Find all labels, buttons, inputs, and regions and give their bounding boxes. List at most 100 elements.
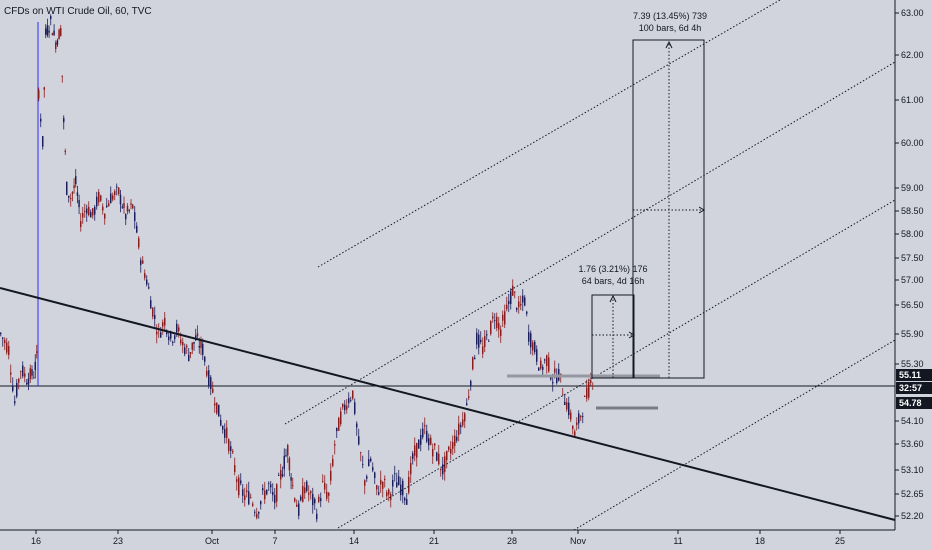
candle-body: [156, 331, 158, 335]
candle-body: [334, 444, 336, 446]
candle-body: [542, 366, 544, 370]
candle-body: [123, 203, 125, 208]
candle-body: [90, 212, 92, 218]
candle-body: [184, 347, 186, 355]
price-label-box: [896, 397, 932, 409]
candle-body: [26, 382, 28, 385]
candle-body: [414, 445, 416, 456]
candle-body: [281, 474, 284, 477]
candle-body: [60, 27, 62, 36]
candle-body: [392, 480, 394, 487]
candle-body: [384, 479, 386, 480]
candle-body: [218, 404, 220, 417]
candle-body: [336, 427, 338, 432]
candle-body: [528, 332, 530, 342]
candle-body: [522, 295, 524, 303]
candle-body: [452, 441, 454, 449]
candle-body: [125, 214, 127, 220]
candle-body: [118, 187, 120, 195]
candle-body: [64, 150, 66, 153]
y-tick-label: 52.65: [901, 489, 924, 499]
x-tick-label: 23: [113, 536, 123, 546]
y-tick-label: 63.00: [901, 8, 924, 18]
candle-body: [212, 388, 214, 393]
candle-body: [338, 417, 340, 431]
candle-body: [186, 345, 188, 348]
candle-body: [400, 484, 402, 496]
candle-body: [278, 475, 280, 476]
candle-body: [40, 118, 42, 122]
candle-body: [582, 416, 584, 417]
candle-body: [288, 458, 291, 471]
candle-body: [566, 402, 568, 410]
candle-body: [520, 303, 522, 306]
candle-body: [554, 368, 556, 373]
candle-body: [556, 375, 558, 383]
candle-body: [116, 186, 118, 188]
measure-small-text-1: 1.76 (3.21%) 176: [578, 264, 647, 274]
candle-body: [75, 176, 77, 185]
measure-small-arrow-up: [609, 294, 617, 303]
candle-body: [10, 372, 12, 375]
price-label: 54.78: [899, 398, 922, 408]
candle-body: [110, 193, 112, 204]
candle-body: [352, 390, 354, 399]
candle-body: [396, 482, 398, 488]
candle-body: [404, 497, 406, 501]
candle-body: [266, 489, 268, 495]
candle-body: [592, 385, 594, 387]
candle-body: [448, 446, 450, 450]
candle-body: [488, 340, 490, 342]
candle-body: [210, 377, 212, 389]
candle-body: [100, 195, 102, 201]
candle-body: [45, 28, 47, 35]
measure-large-arrow-right: [698, 206, 705, 214]
candle-body: [446, 450, 448, 461]
y-tick-label: 57.50: [901, 253, 924, 263]
candle-body: [140, 260, 142, 265]
candle-body: [43, 87, 45, 90]
measure-large-arrow-up: [665, 40, 673, 49]
candle-body: [58, 29, 60, 40]
candle-body: [178, 327, 180, 332]
candle-body: [53, 30, 55, 35]
candle-body: [119, 194, 122, 205]
candle-body: [164, 317, 166, 326]
candle-body: [6, 342, 8, 353]
candle-body: [376, 485, 378, 490]
candle-body: [492, 316, 494, 319]
candle-body: [112, 195, 114, 200]
chart-title: CFDs on WTI Crude Oil, 60, TVC: [4, 6, 152, 17]
candle-body: [564, 401, 566, 406]
price-label-box: [896, 382, 932, 394]
candle-body: [226, 427, 228, 438]
candle-body: [191, 342, 193, 350]
y-tick-label: 59.00: [901, 183, 924, 193]
candle-body: [398, 476, 400, 485]
candle-body: [230, 446, 232, 451]
candle-body: [354, 402, 356, 414]
x-tick-label: 25: [835, 536, 845, 546]
x-tick-label: Nov: [570, 536, 587, 546]
measure-small-text-2: 64 bars, 4d 16h: [582, 276, 645, 286]
candle-body: [50, 15, 52, 20]
candle-body: [490, 321, 492, 334]
candle-body: [358, 436, 360, 445]
x-tick-label: 16: [31, 536, 41, 546]
candle-body: [580, 415, 582, 418]
candle-body: [55, 42, 57, 49]
candle-body: [568, 402, 570, 416]
candle-body: [410, 463, 412, 475]
y-tick-label: 60.00: [901, 138, 924, 148]
x-tick-label: 18: [755, 536, 765, 546]
candle-body: [84, 210, 86, 212]
candle-body: [285, 455, 287, 457]
candle-body: [260, 501, 262, 505]
candle-body: [27, 378, 30, 385]
candle-body: [470, 380, 472, 387]
candle-body: [504, 311, 506, 325]
candle-body: [14, 401, 16, 404]
candle-body: [176, 323, 178, 333]
